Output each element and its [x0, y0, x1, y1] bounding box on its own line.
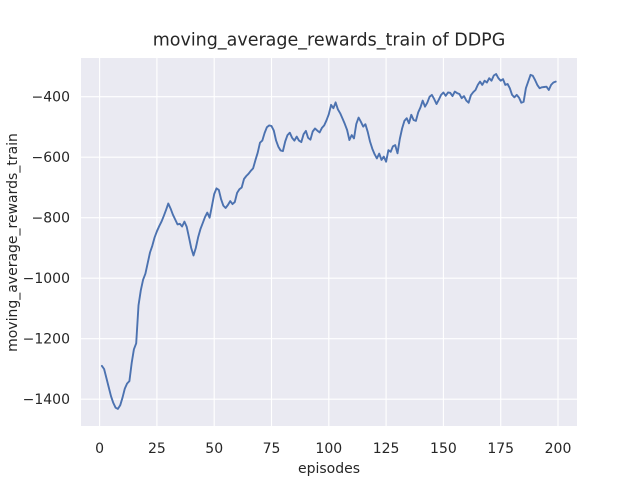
x-tick-label: 75	[263, 441, 281, 457]
gridlines	[81, 58, 577, 426]
x-tick-label: 150	[430, 441, 457, 457]
y-tick-label: −400	[32, 90, 70, 106]
x-tick-label: 175	[487, 441, 514, 457]
y-tick-label: −1200	[23, 332, 70, 348]
x-tick-labels: 0 25 50 75 100 125 150 175 200	[95, 441, 571, 457]
x-axis-label: episodes	[298, 461, 360, 477]
y-tick-labels: −400 −600 −800 −1000 −1200 −1400	[23, 90, 70, 409]
x-tick-label: 125	[373, 441, 400, 457]
y-tick-label: −800	[32, 211, 70, 227]
chart-title: moving_average_rewards_train of DDPG	[153, 31, 506, 51]
y-tick-label: −600	[32, 150, 70, 166]
x-tick-label: 50	[205, 441, 223, 457]
y-axis-label: moving_average_rewards_train	[5, 133, 21, 352]
x-tick-label: 100	[315, 441, 342, 457]
y-tick-label: −1000	[23, 271, 70, 287]
x-tick-label: 25	[148, 441, 166, 457]
y-tick-label: −1400	[23, 392, 70, 408]
x-tick-label: 200	[545, 441, 572, 457]
x-tick-label: 0	[95, 441, 104, 457]
series-line	[100, 73, 557, 410]
